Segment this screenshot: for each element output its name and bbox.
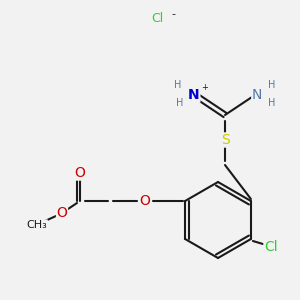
Text: +: + xyxy=(202,83,208,92)
Text: CH₃: CH₃ xyxy=(27,220,47,230)
Text: H: H xyxy=(174,80,182,90)
Text: H: H xyxy=(268,98,276,108)
Text: O: O xyxy=(75,166,86,180)
Text: N: N xyxy=(252,88,262,102)
Text: -: - xyxy=(171,9,175,19)
Text: O: O xyxy=(57,206,68,220)
Text: H: H xyxy=(268,80,276,90)
Text: H: H xyxy=(176,98,184,108)
Text: N: N xyxy=(188,88,200,102)
Text: Cl: Cl xyxy=(264,240,278,254)
Text: Cl: Cl xyxy=(151,13,163,26)
Text: S: S xyxy=(220,133,230,147)
Text: O: O xyxy=(140,194,150,208)
